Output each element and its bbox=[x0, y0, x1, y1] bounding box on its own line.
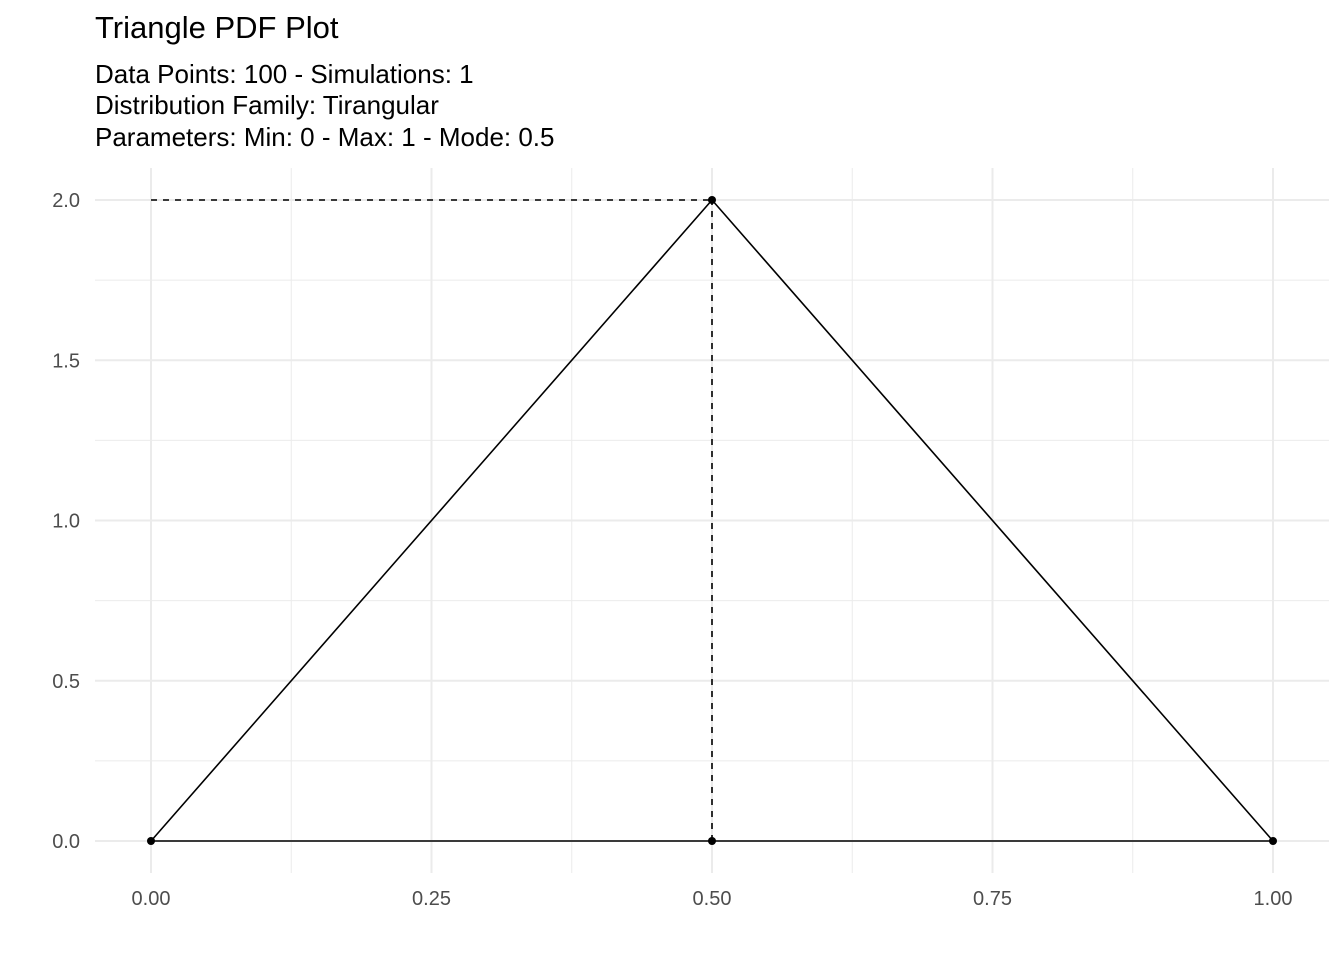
x-tick-label: 0.00 bbox=[132, 888, 171, 910]
y-tick-label: 0.5 bbox=[52, 671, 80, 693]
y-axis-ticks: 0.0 0.5 1.0 1.5 2.0 bbox=[52, 190, 80, 853]
reference-lines bbox=[151, 199, 713, 841]
x-tick-label: 1.00 bbox=[1254, 888, 1293, 910]
x-tick-label: 0.25 bbox=[412, 888, 451, 910]
data-point bbox=[147, 837, 155, 845]
chart-subtitle-line-3: Parameters: Min: 0 - Max: 1 - Mode: 0.5 bbox=[95, 122, 555, 152]
y-tick-label: 1.5 bbox=[52, 350, 80, 372]
x-tick-label: 0.50 bbox=[693, 888, 732, 910]
chart-title: Triangle PDF Plot bbox=[95, 10, 339, 45]
data-point bbox=[708, 837, 716, 845]
y-tick-label: 1.0 bbox=[52, 511, 80, 533]
x-tick-label: 0.75 bbox=[973, 888, 1012, 910]
chart-subtitle-line-1: Data Points: 100 - Simulations: 1 bbox=[95, 59, 474, 89]
chart-subtitle-line-2: Distribution Family: Tirangular bbox=[95, 90, 439, 120]
y-tick-label: 2.0 bbox=[52, 190, 80, 212]
data-point bbox=[1269, 837, 1277, 845]
data-point bbox=[708, 196, 716, 204]
y-tick-label: 0.0 bbox=[52, 831, 80, 853]
data-points bbox=[147, 196, 1277, 845]
x-axis-ticks: 0.00 0.25 0.50 0.75 1.00 bbox=[132, 888, 1293, 910]
